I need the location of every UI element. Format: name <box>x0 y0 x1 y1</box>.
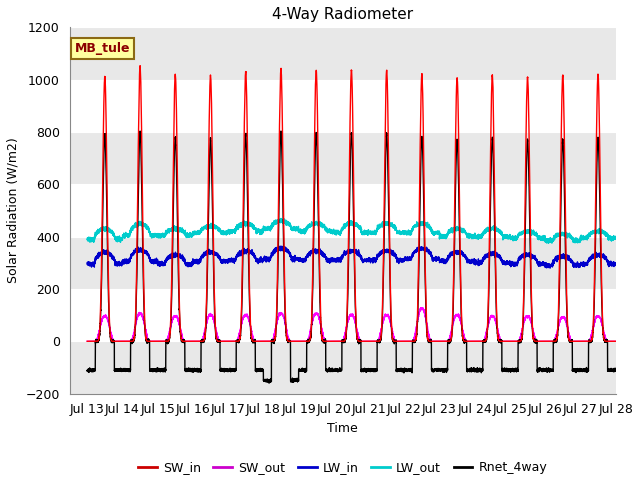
Legend: SW_in, SW_out, LW_in, LW_out, Rnet_4way: SW_in, SW_out, LW_in, LW_out, Rnet_4way <box>133 456 552 479</box>
Bar <box>70 27 616 80</box>
Text: MB_tule: MB_tule <box>75 42 131 55</box>
X-axis label: Time: Time <box>327 422 358 435</box>
Bar <box>70 132 616 184</box>
Title: 4-Way Radiometer: 4-Way Radiometer <box>272 7 413 22</box>
Bar <box>70 237 616 289</box>
Bar <box>70 341 616 394</box>
Y-axis label: Solar Radiation (W/m2): Solar Radiation (W/m2) <box>7 138 20 283</box>
